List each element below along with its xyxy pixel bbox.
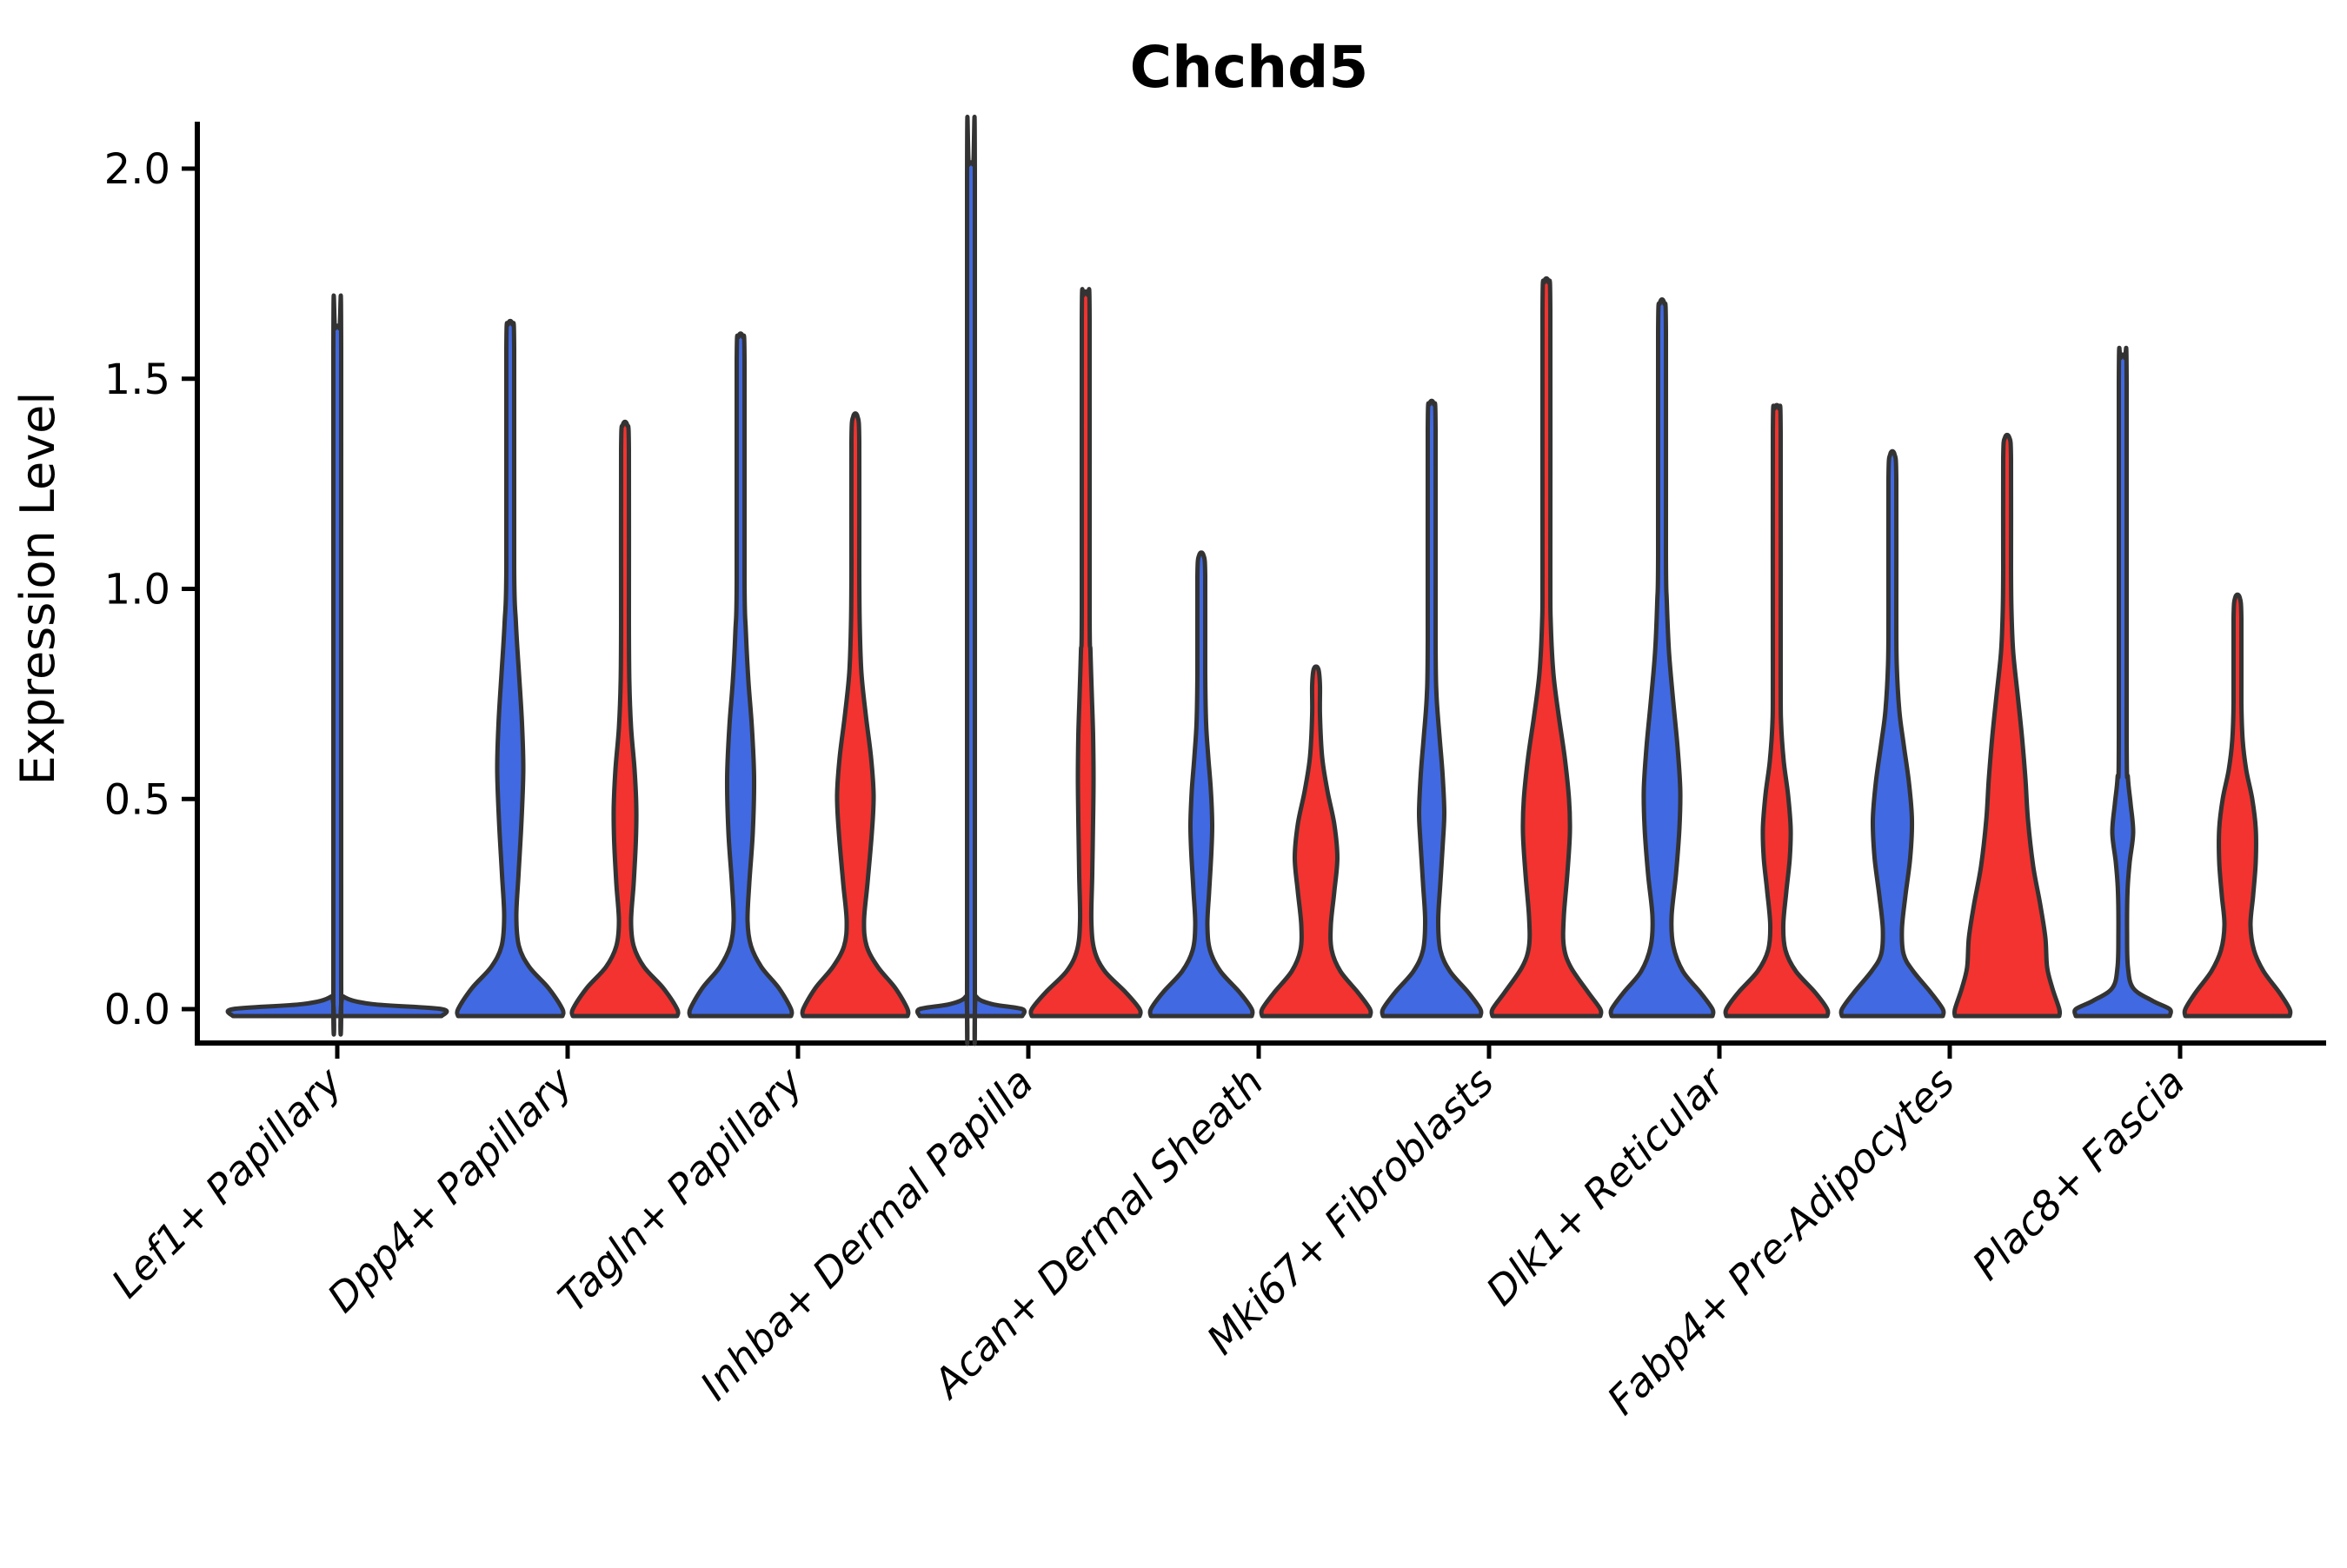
violin-blue-dpp4-papillary <box>455 318 566 1019</box>
violin-blue-dlk1-reticular <box>1608 297 1716 1019</box>
x-tick-label: Lef1+ Papillary <box>103 1058 351 1306</box>
violins-layer <box>225 115 2293 1046</box>
y-tick-label: 0.5 <box>104 775 170 824</box>
violin-blue-fabp4-pre-adipocytes <box>1838 448 1946 1019</box>
violin-red-mki67-fibroblasts <box>1489 276 1604 1019</box>
violin-blue-lef1-papillary <box>225 293 449 1037</box>
y-axis-label: Expression Level <box>10 392 65 786</box>
violin-blue-tagln-papillary <box>687 331 795 1019</box>
violin-red-dlk1-reticular <box>1723 402 1831 1019</box>
y-tick-label: 0.0 <box>104 986 170 1034</box>
violin-blue-acan-dermal-sheath <box>1147 550 1255 1019</box>
y-tick-label: 2.0 <box>104 145 170 194</box>
x-tick-label: Dlk1+ Reticular <box>1477 1056 1735 1314</box>
violin-red-fabp4-pre-adipocytes <box>1951 432 2063 1019</box>
x-tick-label: Plac8+ Fascia <box>1963 1059 2193 1289</box>
y-axis-ticks: 0.0 0.5 1.0 1.5 2.0 <box>104 145 197 1034</box>
x-tick-label: Tagln+ Papillary <box>549 1058 812 1321</box>
violin-red-acan-dermal-sheath <box>1259 664 1373 1019</box>
violin-red-tagln-papillary <box>800 411 911 1019</box>
x-tick-label: Dpp4+ Papillary <box>318 1058 582 1321</box>
y-tick-label: 1.0 <box>104 566 170 615</box>
violin-red-plac8-fascia <box>2182 592 2293 1019</box>
violin-blue-inhba-dermal-papilla <box>914 115 1027 1046</box>
violin-red-dpp4-papillary <box>569 419 681 1019</box>
chart-title: Chchd5 <box>1130 34 1369 101</box>
violin-blue-plac8-fascia <box>2072 345 2173 1019</box>
violin-blue-mki67-fibroblasts <box>1380 398 1484 1019</box>
violin-red-inhba-dermal-papilla <box>1028 287 1143 1019</box>
y-tick-label: 1.5 <box>104 355 170 404</box>
